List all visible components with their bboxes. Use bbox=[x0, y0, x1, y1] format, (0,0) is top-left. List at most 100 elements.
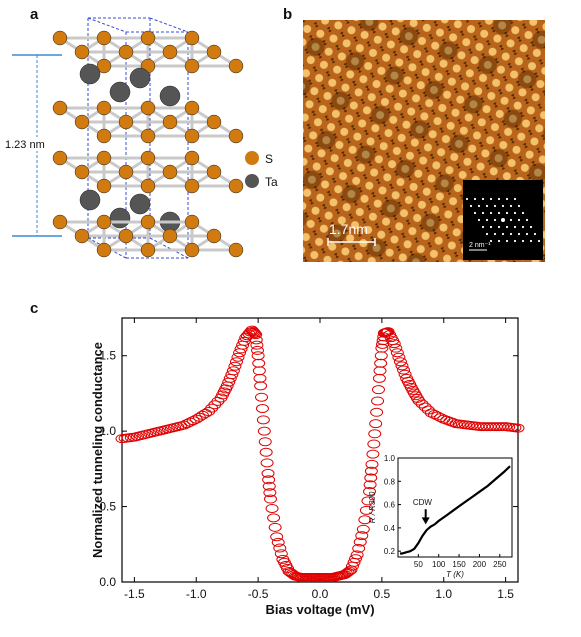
data-point bbox=[374, 351, 388, 361]
s-atom bbox=[184, 150, 200, 166]
unit-cell-edge bbox=[149, 237, 189, 259]
data-point bbox=[225, 370, 239, 380]
fft-spot bbox=[493, 218, 497, 222]
data-point bbox=[392, 352, 406, 362]
inset-y-tick-label: 1.0 bbox=[384, 454, 396, 463]
ta-atom bbox=[159, 85, 181, 107]
data-point bbox=[443, 416, 457, 426]
data-point bbox=[350, 550, 364, 560]
data-point bbox=[363, 486, 376, 496]
stm-image: 1.7nm 2 nm⁻¹ bbox=[303, 20, 545, 262]
fft-spot bbox=[517, 204, 521, 208]
data-point bbox=[231, 352, 245, 362]
s-atom bbox=[206, 44, 222, 60]
crystal-structure bbox=[52, 17, 244, 259]
data-point bbox=[252, 366, 266, 376]
data-point bbox=[352, 543, 366, 553]
data-point bbox=[389, 343, 403, 353]
data-point bbox=[256, 415, 270, 425]
inset-y-axis-label: R / R300 bbox=[368, 491, 377, 523]
inset-y-tick-label: 0.6 bbox=[384, 501, 396, 510]
inset-y-tick-label: 0.2 bbox=[384, 547, 396, 556]
fft-spot bbox=[505, 225, 509, 229]
s-atom bbox=[184, 178, 200, 194]
fft-spot bbox=[533, 232, 537, 236]
s-atom bbox=[96, 100, 112, 116]
fft-spot bbox=[469, 204, 473, 208]
data-point bbox=[229, 357, 243, 367]
fft-spot bbox=[521, 239, 525, 243]
s-atom bbox=[52, 214, 68, 230]
panel-label-b: b bbox=[283, 6, 293, 23]
data-point bbox=[251, 345, 265, 355]
fft-spot bbox=[485, 232, 489, 236]
s-atom bbox=[118, 164, 134, 180]
inset-x-tick-label: 150 bbox=[452, 560, 466, 569]
fft-spot bbox=[473, 211, 477, 215]
data-point bbox=[270, 532, 284, 542]
data-point bbox=[254, 381, 268, 391]
data-point bbox=[268, 522, 282, 532]
fft-spot bbox=[481, 211, 485, 215]
inset-x-tick-label: 250 bbox=[493, 560, 507, 569]
data-point bbox=[363, 480, 377, 490]
fft-spot bbox=[485, 204, 489, 208]
s-atom bbox=[162, 114, 178, 130]
panel-label-a: a bbox=[30, 6, 39, 23]
data-point bbox=[369, 419, 383, 429]
s-atom bbox=[140, 242, 156, 258]
legend-s-label: S bbox=[265, 152, 273, 166]
data-point bbox=[349, 554, 363, 564]
data-point bbox=[261, 468, 275, 478]
inset-y-tick-label: 0.4 bbox=[384, 524, 396, 533]
data-point bbox=[267, 513, 281, 523]
fft-scale-label: 2 nm⁻¹ bbox=[469, 242, 491, 249]
inset-series-line bbox=[400, 465, 511, 555]
s-atom bbox=[228, 128, 244, 144]
fft-spot bbox=[481, 225, 485, 229]
data-point bbox=[355, 531, 369, 541]
ta-atom bbox=[129, 193, 151, 215]
data-point bbox=[262, 481, 276, 491]
x-tick-label: 1.5 bbox=[497, 587, 514, 601]
s-atom bbox=[162, 164, 178, 180]
s-atom bbox=[184, 58, 200, 74]
data-point bbox=[264, 494, 277, 504]
data-point bbox=[250, 340, 264, 350]
s-atom bbox=[184, 100, 200, 116]
s-atom bbox=[206, 114, 222, 130]
fft-spot bbox=[509, 204, 513, 208]
data-point bbox=[255, 404, 269, 414]
s-atom bbox=[118, 114, 134, 130]
data-point bbox=[226, 366, 240, 376]
fft-spot bbox=[505, 211, 509, 215]
s-atom bbox=[140, 30, 156, 46]
data-point bbox=[372, 373, 386, 383]
fft-spot bbox=[489, 197, 493, 201]
data-point bbox=[263, 488, 277, 498]
s-atom bbox=[228, 58, 244, 74]
inset-plot-area: 50 100 150 200 250 0.2 0.4 0.6 0.8 1.0 T (K) R / R3… bbox=[368, 454, 513, 579]
data-point bbox=[260, 458, 274, 468]
data-point bbox=[273, 543, 287, 553]
stm-topography: 1.7nm 2 nm⁻¹ bbox=[303, 20, 545, 262]
data-point bbox=[364, 473, 378, 483]
data-point bbox=[361, 496, 375, 506]
data-point bbox=[356, 524, 370, 534]
s-atom bbox=[74, 164, 90, 180]
cdw-annotation: CDW bbox=[413, 498, 433, 507]
fft-spot bbox=[521, 211, 525, 215]
data-point bbox=[373, 366, 387, 376]
s-atom bbox=[74, 114, 90, 130]
panel-label-c: c bbox=[30, 300, 39, 317]
data-point bbox=[259, 447, 273, 457]
data-point bbox=[262, 475, 276, 485]
data-point bbox=[249, 330, 263, 340]
x-tick-label: -0.5 bbox=[248, 587, 269, 601]
fft-spot bbox=[501, 204, 505, 208]
s-atom bbox=[184, 242, 200, 258]
ta-atom bbox=[79, 189, 101, 211]
fft-spot bbox=[497, 225, 501, 229]
fft-spot bbox=[537, 239, 541, 243]
s-atom bbox=[96, 178, 112, 194]
